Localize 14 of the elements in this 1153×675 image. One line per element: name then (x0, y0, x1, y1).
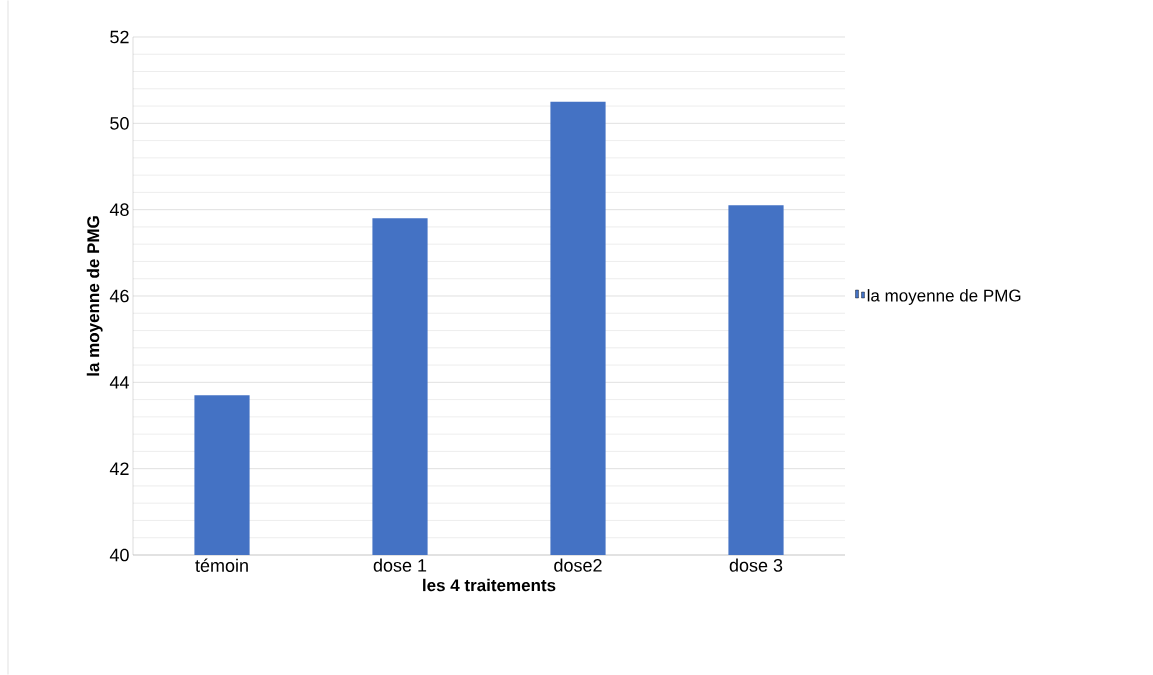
y-tick-label: 42 (109, 462, 129, 475)
x-tick-label: témoin (195, 558, 248, 572)
y-tick-label: 48 (109, 203, 129, 217)
x-tick-label: dose2 (554, 558, 602, 572)
y-tick-label: 50 (110, 116, 129, 130)
legend-label: la moyenne de PMG (867, 289, 1021, 305)
y-tick-label: 44 (109, 376, 129, 389)
y-axis-title: la moyenne de PMG (86, 216, 103, 376)
y-tick-label: 46 (109, 289, 129, 303)
x-tick-label: dose 3 (729, 558, 783, 572)
x-axis-title: les 4 traitements (423, 578, 556, 592)
y-tick-label: 52 (110, 30, 129, 44)
x-tick-label: dose 1 (373, 558, 427, 572)
y-tick-label: 40 (109, 548, 129, 562)
